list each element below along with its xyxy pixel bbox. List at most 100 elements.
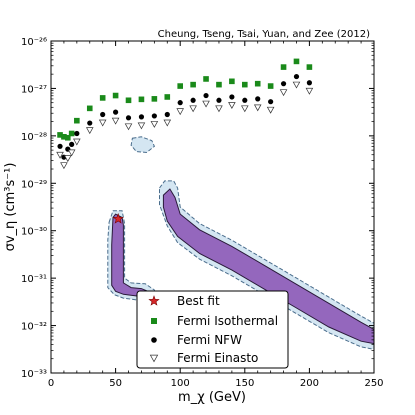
point-triangle-down-5 bbox=[85, 127, 94, 135]
point-triangle-down-12 bbox=[176, 108, 184, 116]
point-triangle-down-0 bbox=[56, 151, 64, 159]
point-triangle-down-21 bbox=[292, 81, 301, 89]
point-square-11 bbox=[164, 94, 171, 100]
y-tick-label: 10⁻³³ bbox=[21, 369, 47, 380]
point-circle-0 bbox=[57, 143, 63, 149]
point-circle-8 bbox=[125, 115, 132, 121]
point-circle-7 bbox=[113, 109, 119, 115]
point-circle-10 bbox=[151, 113, 157, 119]
axis-ticks: 0 50 100 150 200 250 10⁻³³ 10⁻³² 10⁻³¹ 10⁻³⁰ 10⁻²⁹… bbox=[21, 37, 384, 389]
point-triangle-down-17 bbox=[241, 105, 249, 113]
point-square-13 bbox=[190, 81, 196, 88]
point-square-17 bbox=[242, 81, 248, 88]
point-circle-15 bbox=[216, 97, 222, 103]
y-tick-label: 10⁻³² bbox=[21, 322, 47, 333]
x-tick-label: 150 bbox=[235, 378, 254, 389]
point-square-20 bbox=[280, 64, 287, 70]
point-square-22 bbox=[306, 64, 313, 70]
x-tick-label: 50 bbox=[109, 378, 122, 389]
point-triangle-down-1 bbox=[60, 162, 68, 170]
point-triangle-down-4 bbox=[73, 138, 81, 146]
point-square-5 bbox=[86, 105, 93, 112]
point-triangle-down-14 bbox=[202, 100, 210, 108]
legend-label-nfw: Fermi NFW bbox=[177, 333, 242, 347]
point-circle-14 bbox=[203, 92, 209, 99]
point-triangle-down-2 bbox=[64, 155, 72, 163]
point-triangle-down-7 bbox=[111, 117, 120, 125]
point-circle-16 bbox=[229, 94, 235, 100]
y-tick-label: 10⁻²⁸ bbox=[21, 132, 47, 143]
point-triangle-down-20 bbox=[279, 89, 288, 97]
legend-label-isothermal: Fermi Isothermal bbox=[177, 314, 278, 328]
point-triangle-down-11 bbox=[163, 119, 172, 127]
point-square-19 bbox=[267, 83, 274, 89]
point-circle-11 bbox=[164, 111, 170, 118]
point-triangle-down-8 bbox=[124, 123, 133, 131]
y-tick-label: 10⁻²⁹ bbox=[21, 179, 47, 190]
point-square-7 bbox=[112, 92, 119, 99]
point-triangle-down-9 bbox=[137, 122, 146, 130]
legend: Best fit Fermi Isothermal Fermi NFW Ferm… bbox=[136, 290, 289, 369]
point-triangle-down-6 bbox=[98, 119, 107, 127]
small-region-outer bbox=[130, 136, 156, 154]
point-circle-22 bbox=[306, 80, 312, 86]
best-fit-star bbox=[112, 213, 124, 224]
point-square-9 bbox=[138, 96, 145, 103]
point-triangle-down-22 bbox=[305, 87, 314, 95]
legend-label-best-fit: Best fit bbox=[177, 294, 220, 308]
citation: Cheung, Tseng, Tsai, Yuan, and Zee (2012… bbox=[158, 29, 370, 40]
point-circle-12 bbox=[177, 100, 183, 106]
point-square-8 bbox=[125, 97, 132, 104]
y-axis-title: σv_η (cm³s⁻¹) bbox=[3, 163, 18, 252]
x-tick-label: 100 bbox=[171, 378, 190, 389]
point-square-1 bbox=[61, 134, 67, 140]
point-circle-13 bbox=[190, 97, 196, 103]
point-square-12 bbox=[177, 83, 183, 89]
legend-marker-isothermal bbox=[151, 318, 157, 324]
y-tick-label: 10⁻²⁶ bbox=[21, 37, 47, 48]
legend-box bbox=[136, 290, 289, 369]
y-tick-label: 10⁻³⁰ bbox=[21, 227, 47, 238]
data-series bbox=[56, 58, 314, 224]
point-square-15 bbox=[216, 81, 222, 88]
point-circle-5 bbox=[87, 120, 93, 126]
legend-marker-einasto bbox=[149, 354, 159, 363]
plot-frame bbox=[50, 40, 375, 374]
point-circle-4 bbox=[74, 130, 80, 137]
y-tick-label: 10⁻³¹ bbox=[21, 274, 47, 285]
legend-markers bbox=[148, 295, 160, 363]
point-square-3 bbox=[68, 130, 75, 137]
point-square-14 bbox=[203, 76, 209, 82]
x-tick-label: 0 bbox=[48, 378, 54, 389]
legend-marker-best-fit bbox=[148, 295, 160, 306]
point-circle-19 bbox=[268, 99, 274, 105]
point-circle-6 bbox=[100, 111, 106, 118]
point-triangle-down-19 bbox=[266, 106, 275, 114]
x-tick-label: 200 bbox=[300, 378, 319, 389]
x-axis-title: m_χ (GeV) bbox=[178, 390, 246, 405]
point-triangle-down-18 bbox=[253, 104, 262, 112]
point-circle-20 bbox=[280, 81, 287, 87]
point-square-0 bbox=[57, 132, 63, 138]
point-square-4 bbox=[74, 117, 80, 124]
legend-marker-nfw bbox=[151, 337, 157, 343]
point-triangle-down-10 bbox=[150, 121, 159, 128]
point-triangle-down-3 bbox=[67, 149, 76, 157]
point-square-10 bbox=[151, 96, 158, 102]
point-square-16 bbox=[229, 78, 235, 85]
point-square-21 bbox=[293, 58, 300, 65]
legend-label-einasto: Fermi Einasto bbox=[177, 351, 258, 365]
point-square-2 bbox=[64, 134, 71, 141]
point-circle-18 bbox=[255, 96, 261, 102]
point-circle-3 bbox=[69, 141, 75, 147]
point-circle-9 bbox=[138, 114, 145, 120]
x-tick-label: 250 bbox=[364, 378, 383, 389]
point-square-18 bbox=[254, 80, 261, 87]
point-triangle-down-13 bbox=[189, 105, 197, 113]
point-triangle-down-15 bbox=[215, 105, 223, 113]
point-circle-21 bbox=[293, 73, 300, 80]
point-circle-17 bbox=[242, 97, 248, 103]
y-tick-label: 10⁻²⁷ bbox=[21, 84, 47, 95]
point-triangle-down-16 bbox=[228, 102, 236, 109]
